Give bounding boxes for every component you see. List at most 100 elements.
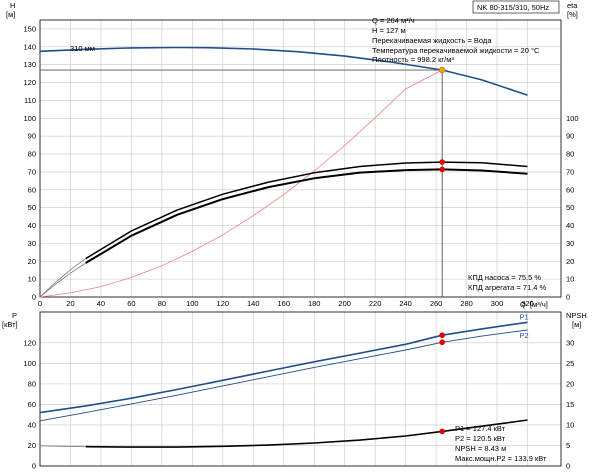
flow-axis-label: Q [520,300,526,309]
flow-tick-label: 220 [369,299,382,308]
info-density: Плотность = 998.2 кг/м³ [372,55,454,64]
impeller-label: 310 мм [70,44,95,53]
p2-series-label: P2 [519,331,528,340]
npsh-tick-label: 15 [566,400,574,409]
flow-tick-label: 300 [491,299,504,308]
power-tick-label: 100 [23,359,36,368]
head-tick-label: 50 [28,203,36,212]
power-axis-unit: [кВт] [2,320,18,329]
npsh-tick-label: 0 [566,462,570,471]
head-tick-label: 150 [23,24,36,33]
flow-tick-label: 260 [430,299,443,308]
flow-tick-label: 20 [66,299,74,308]
flow-tick-label: 140 [247,299,260,308]
npsh-ext-curve [39,445,86,448]
npsh-point-marker [439,428,445,435]
head-tick-label: 60 [28,185,36,194]
head-tick-label: 80 [28,150,36,159]
eta-pump-label: КПД насоса = 75.5 % [468,273,541,282]
eta-pump-point-marker [439,159,445,165]
head-tick-label: 130 [23,60,36,69]
p2-point-marker [439,339,445,346]
power-tick-label: 0 [32,462,36,471]
flow-tick-label: 280 [460,299,473,308]
eta-unit-ext-curve [39,262,86,298]
head-axis-label: H [10,1,15,10]
duty-point-marker [438,66,446,74]
eta-tick-label: 40 [566,221,574,230]
eta-tick-label: 80 [566,150,574,159]
head-tick-label: 0 [32,293,36,302]
power-tick-label: 60 [28,400,36,409]
eta-pump-ext-curve [39,258,86,298]
eta-axis-unit: [%] [567,10,578,19]
npsh-tick-label: 10 [566,420,574,429]
npsh-axis-unit: [м] [572,320,581,329]
eta-tick-label: 90 [566,132,574,141]
eta-axis-label: eta [567,1,578,10]
power-axis-label: P [12,311,17,320]
info-p1: P1 = 127.4 кВт [455,424,506,433]
head-tick-label: 40 [28,221,36,230]
title-box [472,0,560,14]
eta-tick-label: 20 [566,257,574,266]
flow-axis-unit: [м³/ч] [530,300,548,309]
eta-tick-label: 50 [566,203,574,212]
bottom-plot-frame [39,311,562,467]
p1-series-label: P1 [519,312,528,321]
flow-tick-label: 120 [217,299,230,308]
flow-tick-label: 200 [338,299,351,308]
p1-curve [39,321,528,414]
power-tick-label: 120 [23,338,36,347]
head-tick-label: 110 [24,96,36,105]
flow-tick-label: 320 [521,299,534,308]
power-tick-label: 40 [28,420,36,429]
info-temperature: Температура перекачиваемой жидкости = 20… [372,46,540,55]
npsh-tick-label: 20 [566,379,574,388]
eta-tick-label: 10 [566,275,574,284]
flow-tick-label: 240 [399,299,412,308]
eta-unit-label: КПД агрегата = 71.4 % [468,283,546,292]
head-curve [39,46,528,96]
info-p2: P2 = 120.5 кВт [455,434,506,443]
p2-curve [39,329,528,422]
head-tick-label: 20 [28,257,36,266]
power-tick-label: 80 [28,379,36,388]
p1-point-marker [439,332,445,339]
flow-tick-label: 0 [38,299,42,308]
head-axis-unit: [м] [6,10,15,19]
info-head: H = 127 м [372,26,406,35]
bottom-curves: P1 P2 [39,312,529,448]
eta-tick-label: 70 [566,167,574,176]
info-liquid: Перекачиваемая жидкость = Вода [372,36,492,45]
head-tick-label: 30 [28,239,36,248]
flow-tick-label: 40 [97,299,105,308]
flow-tick-label: 180 [308,299,321,308]
head-tick-label: 100 [23,114,36,123]
npsh-curve [85,419,528,448]
flow-tick-label: 80 [158,299,166,308]
info-npsh: NPSH = 8.43 м [455,444,506,453]
eta-pump-curve [85,161,528,260]
npsh-tick-label: 30 [566,338,574,347]
duty-info-box: Q = 264 м³/ч H = 127 м Перекачиваемая жи… [372,16,540,64]
flow-tick-label: 160 [277,299,290,308]
head-tick-label: 90 [28,132,36,141]
eta-tick-label: 0 [566,293,570,302]
npsh-tick-label: 5 [566,441,570,450]
flow-tick-label: 60 [127,299,135,308]
system-curve-curve [39,69,443,298]
info-max-power: Макс.мощн.P2 = 133.9 кВт [455,454,547,463]
eta-tick-label: 100 [566,114,579,123]
power-tick-label: 20 [28,441,36,450]
npsh-tick-label: 25 [566,359,574,368]
top-grid [39,20,561,298]
eta-tick-label: 60 [566,185,574,194]
npsh-axis-label: NPSH [566,311,587,320]
eta-tick-label: 30 [566,239,574,248]
flow-tick-label: 100 [186,299,199,308]
top-tick-labels: 0 20 40 60 80 100 120 140 160 180 200 220 240 260 280 3… [23,24,578,308]
top-plot-frame [39,19,562,298]
